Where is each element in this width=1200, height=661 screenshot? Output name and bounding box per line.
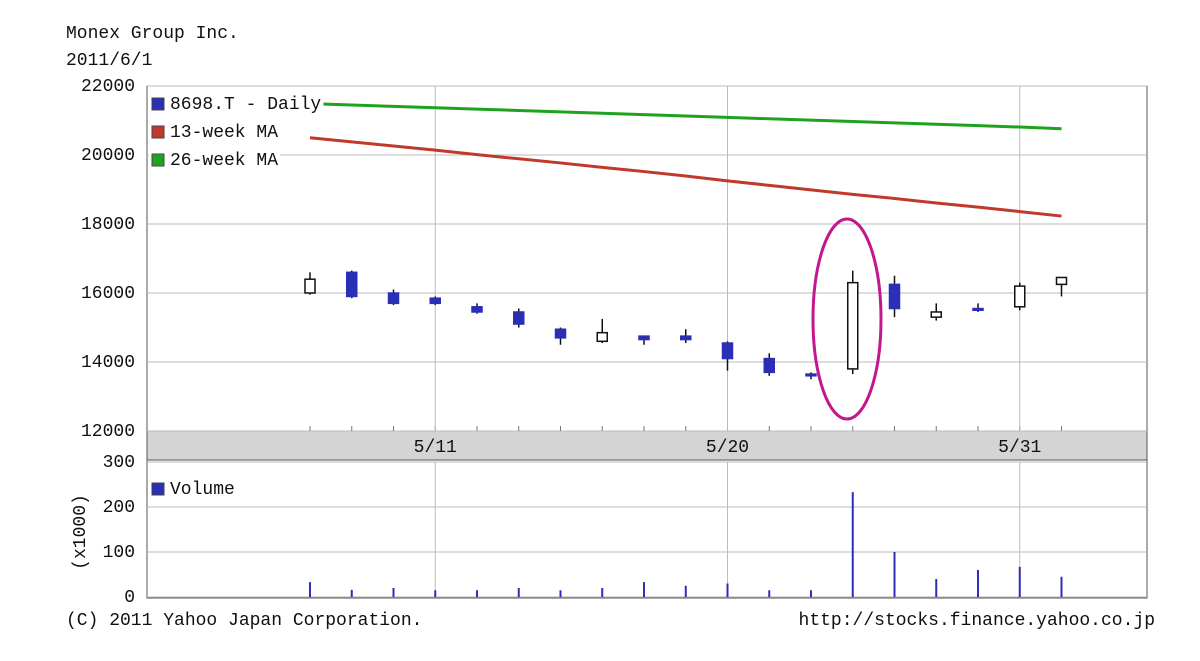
volume-bar: [977, 570, 979, 597]
candle-body: [680, 335, 692, 341]
volume-bar: [810, 590, 812, 597]
chart-title: Monex Group Inc.: [66, 24, 239, 44]
y-tick-label: 20000: [81, 146, 135, 166]
legend-label: Volume: [170, 480, 235, 500]
candle-body: [513, 311, 525, 325]
volume-bar: [643, 582, 645, 597]
legend-swatch: [151, 153, 165, 167]
candle-body: [721, 342, 734, 360]
y-axis-label: (x1000): [71, 494, 91, 570]
legend-swatch: [151, 125, 165, 139]
volume-bar: [893, 552, 896, 597]
volume-bar: [559, 590, 562, 597]
copyright: (C) 2011 Yahoo Japan Corporation.: [66, 611, 422, 631]
legend-bg: [149, 93, 324, 116]
volume-bar: [350, 589, 353, 597]
candle-body: [888, 283, 901, 310]
volume-bar: [726, 583, 729, 597]
volume-bar: [935, 579, 938, 597]
ma-line: [309, 102, 1062, 131]
candle-body: [638, 335, 650, 341]
volume-bar: [1060, 576, 1063, 597]
y-tick-label: 18000: [81, 215, 135, 235]
x-tick-label: 5/20: [706, 438, 749, 458]
candle-body: [429, 297, 441, 305]
legend-swatch: [151, 97, 165, 111]
volume-bar: [434, 590, 437, 597]
candle-body: [972, 307, 984, 311]
source-url: http://stocks.finance.yahoo.co.jp: [799, 611, 1155, 631]
legend-bg: [149, 149, 281, 172]
legend-label: 26-week MA: [170, 151, 278, 171]
candle-body: [596, 331, 608, 343]
volume-bar: [517, 588, 520, 597]
candle-body: [346, 271, 358, 298]
y-tick-label: 16000: [81, 284, 135, 304]
y-tick-label: 100: [103, 543, 135, 563]
y-tick-label: 0: [124, 588, 135, 608]
candle-body: [805, 373, 817, 377]
chart-subtitle: 2011/6/1: [66, 51, 152, 71]
candle-body: [930, 311, 942, 318]
legend-label: 13-week MA: [170, 123, 278, 143]
volume-bar: [309, 582, 311, 597]
candle-body: [471, 306, 483, 313]
legend-swatch: [151, 482, 165, 496]
y-tick-label: 300: [103, 453, 135, 473]
x-tick-label: 5/31: [998, 438, 1041, 458]
volume-bar: [1018, 566, 1021, 597]
y-tick-label: 14000: [81, 353, 135, 373]
y-tick-label: 12000: [81, 422, 135, 442]
x-tick-label: 5/11: [414, 438, 457, 458]
y-tick-label: 22000: [81, 77, 135, 97]
legend-bg: [149, 121, 281, 144]
candle-body: [1055, 276, 1068, 286]
y-tick-label: 200: [103, 498, 135, 518]
candle-body: [387, 292, 400, 305]
plot-frame: [146, 85, 1148, 599]
volume-bar: [768, 590, 771, 597]
highlight-ellipse: [811, 217, 883, 421]
volume-bar: [684, 585, 687, 597]
candle-body: [1014, 285, 1026, 308]
volume-bar: [851, 492, 854, 597]
ma-line: [309, 136, 1062, 218]
legend-label: 8698.T - Daily: [170, 95, 321, 115]
volume-bar: [601, 588, 604, 597]
volume-bar: [392, 588, 395, 597]
candle-body: [847, 281, 859, 370]
candle-body: [304, 278, 316, 294]
candle-body: [554, 328, 567, 339]
volume-bar: [476, 590, 478, 597]
candle-body: [763, 357, 775, 374]
date-band: [146, 430, 1148, 461]
legend-bg: [149, 478, 237, 501]
